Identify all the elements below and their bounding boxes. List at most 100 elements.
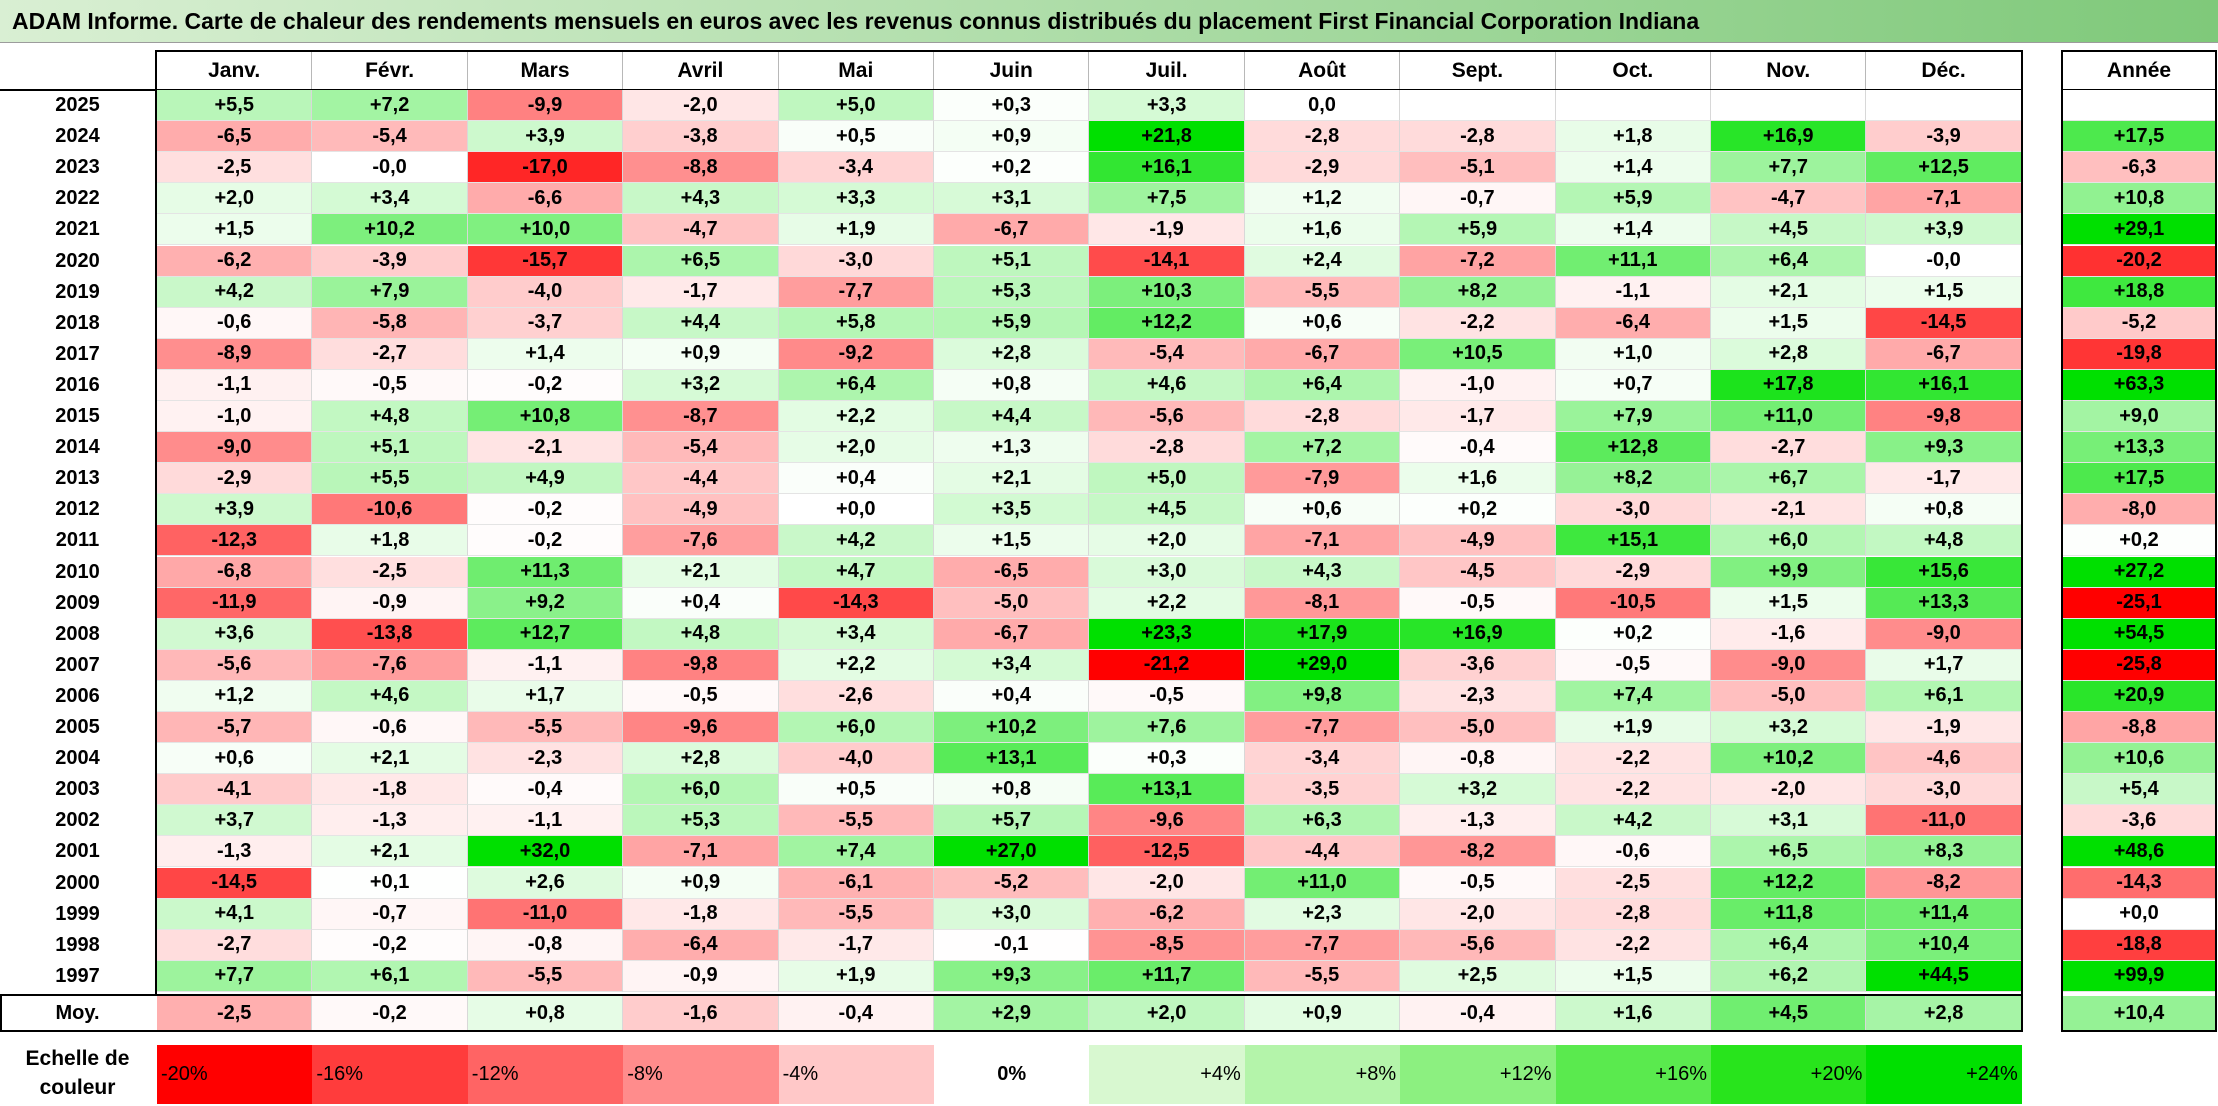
mean-row-label: Moy. — [55, 1001, 100, 1024]
heatmap-cell: -3,5 — [1244, 774, 1401, 806]
heatmap-cell: +9,9 — [1711, 556, 1867, 588]
heatmap-cell: -3,0 — [1555, 494, 1711, 526]
heatmap-cell: -9,0 — [1711, 649, 1867, 681]
mean-cell: +2,9 — [934, 996, 1090, 1030]
color-scale-swatch: -8% — [623, 1045, 779, 1104]
heatmap-cell: -5,8 — [312, 307, 468, 339]
heatmap-cell: +4,3 — [1244, 556, 1401, 588]
heatmap-cell: -2,5 — [157, 152, 313, 184]
heatmap-cell: +1,5 — [157, 214, 313, 246]
heatmap-cell: +2,1 — [312, 836, 468, 868]
heatmap-cell: +5,7 — [934, 805, 1090, 837]
year-label: 2023 — [55, 156, 100, 179]
heatmap-cell: -4,4 — [1244, 836, 1401, 868]
heatmap-cell: +4,2 — [1555, 805, 1711, 837]
heatmap-cell: -1,1 — [1555, 276, 1711, 308]
heatmap-cell: -0,7 — [312, 898, 468, 930]
heatmap-cell: -15,7 — [467, 245, 624, 277]
heatmap-cell: +0,5 — [778, 774, 934, 806]
heatmap-cell: +12,7 — [467, 618, 624, 650]
month-header: Juin — [934, 52, 1090, 90]
heatmap-cell: -9,0 — [1866, 618, 2022, 650]
heatmap-cell: -12,3 — [157, 525, 313, 557]
heatmap-cell: +9,3 — [934, 960, 1090, 992]
heatmap-cell: +1,8 — [1555, 121, 1711, 153]
year-label: 2009 — [55, 591, 100, 614]
heatmap-cell: +12,2 — [1089, 307, 1245, 339]
heatmap-cell: +10,2 — [934, 712, 1090, 744]
heatmap-cell: +0,3 — [1089, 743, 1245, 775]
heatmap-cell: -6,5 — [157, 121, 313, 153]
heatmap-cell: +29,0 — [1244, 649, 1401, 681]
heatmap-cell: -5,5 — [467, 712, 624, 744]
heatmap-cell: +3,7 — [157, 805, 313, 837]
heatmap-cell: -4,9 — [1400, 525, 1556, 557]
heatmap-cell: +1,4 — [1555, 152, 1711, 184]
heatmap-cell: +16,9 — [1400, 618, 1556, 650]
year-label: 1999 — [55, 902, 100, 925]
heatmap-cell: -8,8 — [623, 152, 779, 184]
heatmap-cell: +10,0 — [467, 214, 624, 246]
heatmap-cell: -3,8 — [623, 121, 779, 153]
color-scale-swatch: -12% — [467, 1045, 624, 1104]
heatmap-cell: +5,1 — [312, 432, 468, 464]
heatmap-cell: +3,0 — [1089, 556, 1245, 588]
heatmap-cell: +8,2 — [1555, 463, 1711, 495]
heatmap-cell: -4,5 — [1400, 556, 1556, 588]
heatmap-cell: -7,1 — [1866, 183, 2022, 215]
heatmap-cell: -8,2 — [1400, 836, 1556, 868]
heatmap-cell: +7,9 — [312, 276, 468, 308]
heatmap-cell: -7,7 — [1244, 712, 1401, 744]
heatmap-cell: -1,1 — [467, 805, 624, 837]
heatmap-cell: -2,5 — [312, 556, 468, 588]
heatmap-cell: +2,5 — [1400, 960, 1556, 992]
heatmap-cell: +11,0 — [1244, 867, 1401, 899]
heatmap-cell: -2,0 — [1400, 898, 1556, 930]
heatmap-cell: -9,0 — [157, 432, 313, 464]
heatmap-cell: +13,3 — [1866, 587, 2022, 619]
heatmap-cell: +3,4 — [934, 649, 1090, 681]
heatmap-cell: +4,4 — [623, 307, 779, 339]
heatmap-cell: -2,8 — [1555, 898, 1711, 930]
heatmap-cell: +1,5 — [934, 525, 1090, 557]
heatmap-cell: +5,5 — [157, 90, 313, 122]
heatmap-cell: +2,1 — [623, 556, 779, 588]
heatmap-cell: +1,0 — [1555, 338, 1711, 370]
heatmap-cell: -7,1 — [1244, 525, 1401, 557]
month-header: Sept. — [1400, 52, 1556, 90]
heatmap-cell: +7,9 — [1555, 401, 1711, 433]
color-scale-swatch: +16% — [1555, 1045, 1711, 1104]
heatmap-cell: -0,5 — [1555, 649, 1711, 681]
heatmap-cell: +10,2 — [1711, 743, 1867, 775]
heatmap-cell: -0,2 — [312, 929, 468, 961]
heatmap-cell: -0,4 — [1400, 432, 1556, 464]
heatmap-cell: -2,9 — [1555, 556, 1711, 588]
heatmap-cell: -8,5 — [1089, 929, 1245, 961]
heatmap-cell: +7,6 — [1089, 712, 1245, 744]
heatmap-cell: +4,9 — [467, 463, 624, 495]
heatmap-cell: +2,2 — [1089, 587, 1245, 619]
heatmap-cell: +2,1 — [934, 463, 1090, 495]
heatmap-cell: +0,9 — [934, 121, 1090, 153]
heatmap-cell: +2,8 — [1711, 338, 1867, 370]
heatmap-cell: -0,6 — [1555, 836, 1711, 868]
heatmap-cell: -6,1 — [778, 867, 934, 899]
heatmap-cell: -0,5 — [623, 680, 779, 712]
heatmap-cell: +5,5 — [312, 463, 468, 495]
heatmap-cell: -1,1 — [467, 649, 624, 681]
heatmap-cell: -2,2 — [1555, 743, 1711, 775]
heatmap-cell: -0,5 — [1089, 680, 1245, 712]
heatmap-cell: +8,3 — [1866, 836, 2022, 868]
year-label: 2012 — [55, 498, 100, 521]
heatmap-cell: +4,5 — [1089, 494, 1245, 526]
heatmap-cell: +10,5 — [1400, 338, 1556, 370]
heatmap-cell: -6,8 — [157, 556, 313, 588]
heatmap-cell: +4,2 — [778, 525, 934, 557]
year-label: 2011 — [55, 529, 100, 552]
year-label: 2013 — [55, 467, 100, 490]
heatmap-cell: -2,8 — [1244, 401, 1401, 433]
heatmap-cell: +3,2 — [623, 369, 779, 401]
heatmap-cell: -1,0 — [157, 401, 313, 433]
year-label: 2019 — [55, 280, 100, 303]
heatmap-cell: -6,5 — [934, 556, 1090, 588]
